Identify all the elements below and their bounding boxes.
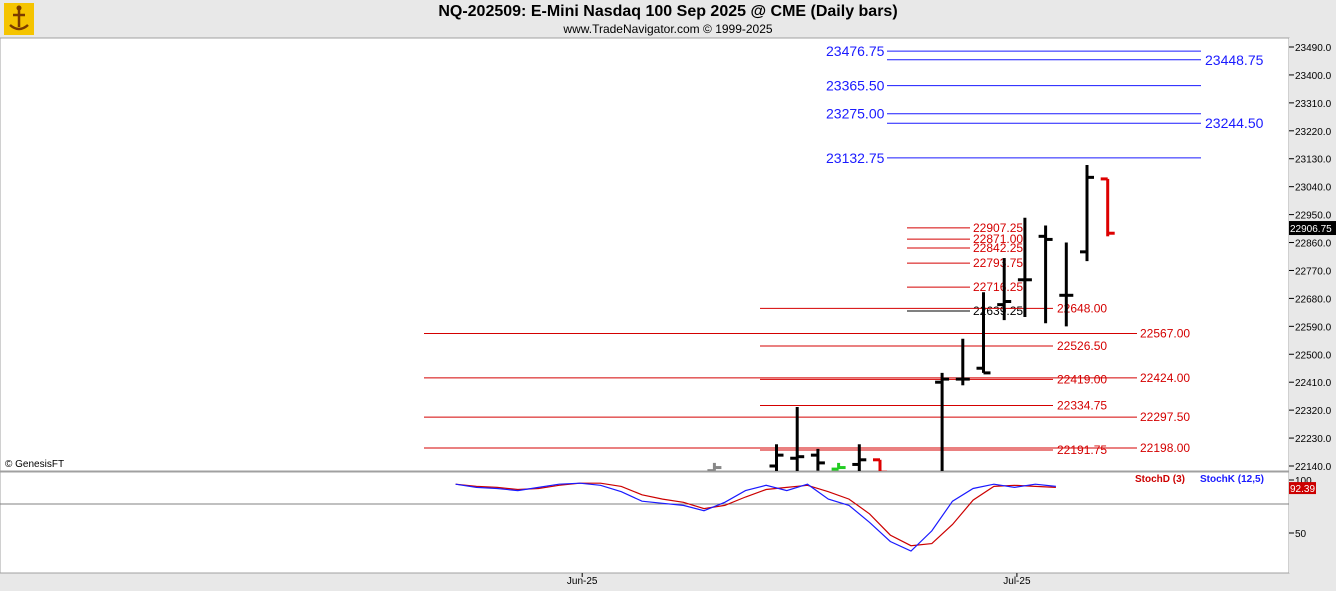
stochastic-series-line [455,482,1056,552]
chart-title: NQ-202509: E-Mini Nasdaq 100 Sep 2025 @ … [438,3,898,20]
legend-stochk: StochK (12,5) [1200,474,1264,485]
ohlc-bar [1100,177,1115,237]
chart-subtitle: www.TradeNavigator.com © 1999-2025 [563,22,773,36]
price-tick-label: 22140.0 [1295,462,1332,473]
ohlc-bars [707,164,1115,471]
ohlc-bar [997,258,1012,321]
support-level-label: 22297.50 [1140,410,1190,424]
ohlc-bar-group [707,164,1115,471]
legend-stochd: StochD (3) [1135,474,1185,485]
stochastic-panel [0,471,1290,574]
stochastic-last-box [1289,482,1316,495]
stochastic-legend: StochD (3) StochK (12,5) [1135,474,1264,485]
stochastic-series-line [455,482,1056,547]
stochastic-tick-label: 50 [1295,529,1307,540]
price-tick-label: 22410.0 [1295,378,1332,389]
last-price-label: 22906.75 [1290,224,1332,235]
resistance-level-label: 23244.50 [1205,115,1264,131]
ohlc-bar [707,462,722,471]
ohlc-bar [810,448,825,471]
support-level-label: 22198.00 [1140,441,1190,455]
stochastic-lines: 100 50 92.39 [455,476,1316,552]
support-resistance-levels: 23476.75 23448.75 23365.50 23275.00 23244.50… [424,43,1264,457]
price-tick-label: 23040.0 [1295,183,1332,194]
support-level-label: 22842.25 [973,241,1023,255]
ohlc-bar [769,444,784,471]
ohlc-bar [873,458,887,471]
ohlc-bar [1017,217,1032,318]
date-tick-label: Jun-25 [567,576,598,587]
price-tick-label: 22770.0 [1295,266,1332,277]
price-tick-label: 22590.0 [1295,322,1332,333]
price-tick-label: 22230.0 [1295,434,1332,445]
price-tick-label: 22500.0 [1295,350,1332,361]
price-panel [0,37,1290,472]
support-level-label: 22419.00 [1057,372,1107,386]
support-level-label: 22907.25 [973,221,1023,235]
last-price-box [1289,221,1336,236]
ohlc-bar [976,292,991,375]
resistance-level-label: 23476.75 [826,43,885,59]
price-tick-label: 23220.0 [1295,127,1332,138]
trade-navigator-logo-icon [4,3,34,35]
support-level-label: 22716.25 [973,280,1023,294]
support-level-label: 22639.25 [973,304,1023,318]
price-tick-label: 22680.0 [1295,294,1332,305]
price-axis-ticks: 22140.0 22230.0 22320.0 22410.0 22500.0 22590… [1289,43,1336,473]
stochastic-tick-label: 100 [1295,476,1312,487]
ohlc-bar [1038,225,1053,324]
chart-header: NQ-202509: E-Mini Nasdaq 100 Sep 2025 @ … [0,0,1336,38]
ohlc-bar [831,462,846,471]
ohlc-bar [1059,242,1074,327]
price-tick-label: 23490.0 [1295,43,1332,54]
support-level-label: 22424.00 [1140,371,1190,385]
stochastic-last-label: 92.39 [1290,484,1315,495]
resistance-level-label: 23448.75 [1205,52,1264,68]
genesis-watermark: © GenesisFT [5,459,64,470]
date-tick-label: Jul-25 [1003,576,1031,587]
ohlc-bar [935,372,950,471]
price-tick-label: 22950.0 [1295,211,1332,222]
support-level-label: 22334.75 [1057,399,1107,413]
price-tick-label: 23310.0 [1295,99,1332,110]
support-level-label: 22526.50 [1057,339,1107,353]
price-tick-label: 22860.0 [1295,239,1332,250]
resistance-level-label: 23132.75 [826,150,885,166]
resistance-level-label: 23275.00 [826,106,885,122]
price-tick-label: 22320.0 [1295,406,1332,417]
ohlc-bar [790,407,805,471]
support-level-label: 22191.75 [1057,443,1107,457]
date-axis: Jun-25 Jul-25 [567,573,1031,587]
price-tick-label: 23130.0 [1295,155,1332,166]
support-level-label: 22567.00 [1140,326,1190,340]
price-tick-label: 23400.0 [1295,71,1332,82]
resistance-level-label: 23365.50 [826,78,885,94]
support-level-label: 22793.75 [973,256,1023,270]
ohlc-bar [955,338,970,386]
support-level-label: 22871.00 [973,232,1023,246]
ohlc-bar [1080,164,1094,262]
ohlc-bar [852,444,867,471]
support-level-label: 22648.00 [1057,301,1107,315]
